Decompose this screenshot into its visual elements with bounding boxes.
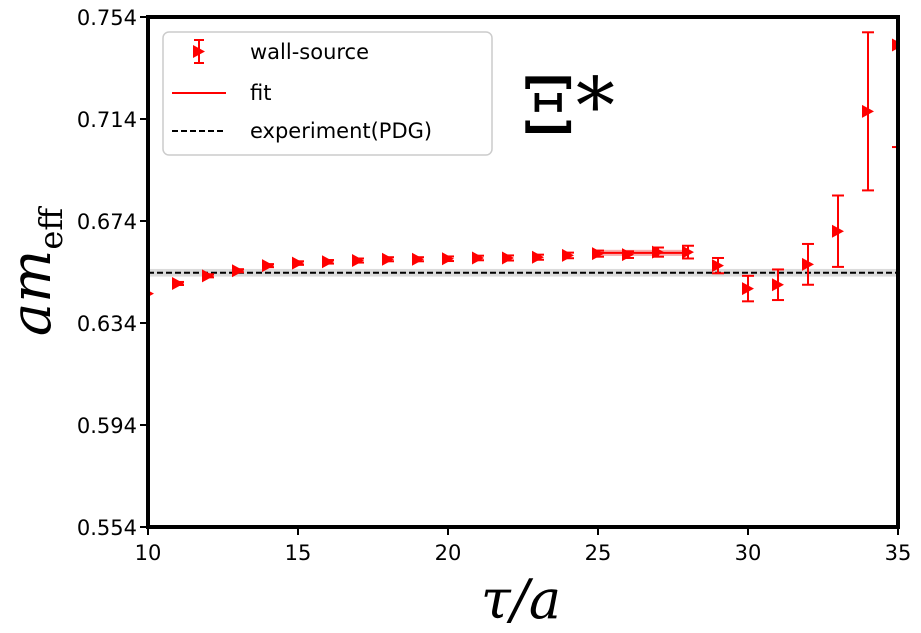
- y-tick-label-2: 0.634: [77, 312, 137, 336]
- y-axis-label: ameff: [0, 206, 70, 336]
- marker-15: [292, 256, 304, 270]
- data-point-12: [202, 269, 214, 283]
- legend-label-wall-source: wall-source: [250, 40, 369, 64]
- marker-19: [412, 252, 424, 266]
- marker-29: [712, 259, 724, 273]
- reference-bands: [148, 249, 898, 277]
- marker-32: [802, 257, 814, 271]
- particle-label: Ξ*: [521, 62, 615, 152]
- x-tick-label-10: 10: [135, 541, 162, 565]
- marker-25: [592, 247, 604, 261]
- data-marks: [148, 17, 898, 303]
- y-tick-label-5: 0.754: [77, 6, 137, 30]
- data-point-11: [172, 276, 184, 290]
- marker-13: [232, 264, 244, 278]
- data-point-28: [682, 244, 694, 260]
- marker-33: [832, 224, 844, 238]
- x-tick-label-15: 15: [285, 541, 312, 565]
- x-tick-label-20: 20: [435, 541, 462, 565]
- y-tick-label-3: 0.674: [77, 210, 137, 234]
- data-point-29: [712, 256, 724, 275]
- data-point-16: [322, 255, 334, 269]
- data-point-34: [862, 31, 874, 192]
- legend-marker-wall-source: [193, 39, 205, 64]
- x-tick-label-35: 35: [885, 541, 912, 565]
- y-tick-label-1: 0.594: [77, 414, 137, 438]
- y-tick-label-4: 0.714: [77, 108, 137, 132]
- x-tick-label-25: 25: [585, 541, 612, 565]
- marker-21: [472, 251, 484, 265]
- data-point-24: [562, 248, 574, 262]
- legend-label-fit: fit: [250, 81, 271, 105]
- marker-30: [742, 282, 754, 296]
- marker-12: [202, 269, 214, 283]
- marker-11: [172, 276, 184, 290]
- data-point-33: [832, 194, 844, 268]
- data-point-18: [382, 252, 394, 266]
- marker-27: [652, 245, 664, 259]
- marker-16: [322, 255, 334, 269]
- data-point-22: [502, 251, 514, 265]
- x-axis-label: τ/a: [481, 568, 561, 631]
- y-tick-label-0: 0.554: [77, 516, 137, 540]
- legend-frame: [162, 31, 493, 156]
- plot-frame: [146, 15, 900, 529]
- data-point-23: [532, 250, 544, 264]
- marker-34: [862, 104, 874, 118]
- marker-20: [442, 252, 454, 266]
- data-point-13: [232, 264, 244, 278]
- data-point-30: [742, 274, 754, 303]
- data-point-20: [442, 252, 454, 266]
- data-point-15: [292, 256, 304, 270]
- data-point-26: [622, 248, 634, 262]
- data-point-32: [802, 242, 814, 286]
- data-point-21: [472, 251, 484, 265]
- marker-17: [352, 254, 364, 268]
- legend-label-experiment: experiment(PDG): [250, 119, 432, 143]
- marker-28: [682, 245, 694, 259]
- data-point-25: [592, 247, 604, 261]
- legend: wall-source fit experiment(PDG): [162, 31, 493, 156]
- marker-31: [772, 278, 784, 292]
- data-point-31: [772, 268, 784, 302]
- marker-14: [262, 259, 274, 273]
- x-tick-label-30: 30: [735, 541, 762, 565]
- data-point-14: [262, 259, 274, 273]
- marker-18: [382, 252, 394, 266]
- marker-23: [532, 250, 544, 264]
- axis-ticks: 10 15 20 25 30 35 0.554 0.594 0.634 0.674 0.714 0.7…: [77, 6, 911, 565]
- data-point-27: [652, 245, 664, 259]
- marker-24: [562, 248, 574, 262]
- data-point-17: [352, 254, 364, 268]
- data-point-19: [412, 252, 424, 266]
- marker-26: [622, 248, 634, 262]
- marker-22: [502, 251, 514, 265]
